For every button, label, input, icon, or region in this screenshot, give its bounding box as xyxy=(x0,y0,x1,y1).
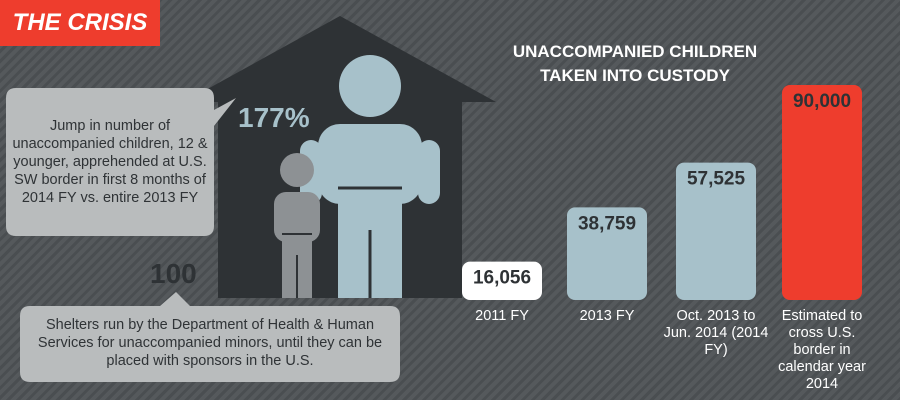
bar xyxy=(462,261,542,300)
stat-value: 177% xyxy=(238,102,310,133)
chart-title: UNACCOMPANIED CHILDREN TAKEN INTO CUSTOD… xyxy=(512,42,758,85)
category-label: 2011 FY xyxy=(475,308,529,324)
category-label: 2013 FY xyxy=(579,308,635,324)
callout-box xyxy=(20,292,400,382)
category-label: Estimated to cross U.S. border in calend… xyxy=(778,308,866,392)
adult-arm xyxy=(418,140,440,204)
value-label: 90,000 xyxy=(793,91,851,112)
adult-head xyxy=(339,55,401,117)
bar xyxy=(567,207,647,300)
adult-body xyxy=(318,124,422,204)
stat-description: Jump in number of unaccompanied children… xyxy=(8,88,212,236)
category-label: Oct. 2013 to Jun. 2014 (2014 FY) xyxy=(663,308,769,358)
stat-text: Jump in number of unaccompanied children… xyxy=(12,118,208,206)
value-label: 57,525 xyxy=(687,169,746,190)
callout-box xyxy=(6,88,236,236)
value-label: 38,759 xyxy=(578,213,636,234)
stat-value: 100 xyxy=(150,258,197,289)
badge: THE CRISIS xyxy=(0,0,160,46)
bar xyxy=(676,162,756,300)
stat-description: Shelters run by the Department of Health… xyxy=(22,306,398,380)
child-body xyxy=(274,192,320,242)
child-head xyxy=(280,153,314,187)
bar xyxy=(782,85,862,300)
stat-text: Shelters run by the Department of Health… xyxy=(37,317,383,369)
value-label: 16,056 xyxy=(473,268,531,289)
